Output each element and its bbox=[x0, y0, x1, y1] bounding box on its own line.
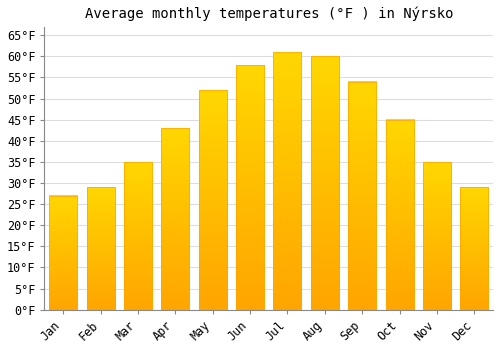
Bar bbox=[311, 56, 339, 310]
Bar bbox=[198, 90, 226, 310]
Title: Average monthly temperatures (°F ) in Nýrsko: Average monthly temperatures (°F ) in Ný… bbox=[84, 7, 453, 21]
Bar bbox=[86, 187, 115, 310]
Bar bbox=[49, 196, 77, 310]
Bar bbox=[124, 162, 152, 310]
Bar bbox=[162, 128, 190, 310]
Bar bbox=[423, 162, 451, 310]
Bar bbox=[460, 187, 488, 310]
Bar bbox=[386, 120, 413, 310]
Bar bbox=[274, 52, 301, 310]
Bar bbox=[348, 82, 376, 310]
Bar bbox=[236, 65, 264, 310]
